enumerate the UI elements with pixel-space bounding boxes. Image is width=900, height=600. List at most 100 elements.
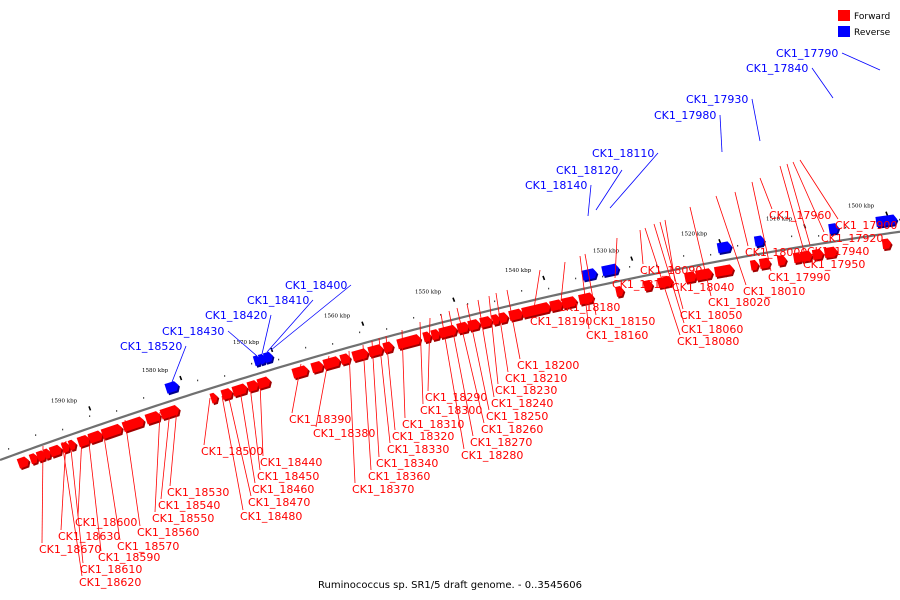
- gene-connector-line: [61, 441, 83, 577]
- reverse-gene-label: CK1_18520: [120, 340, 182, 353]
- minor-tick: [548, 287, 550, 290]
- gene-connector-line: [270, 284, 352, 351]
- minor-tick: [872, 226, 874, 229]
- gene-connector-line: [751, 181, 772, 272]
- reverse-gene: [601, 263, 621, 279]
- kbp-tick-label: 1570 kbp: [233, 340, 260, 346]
- forward-gene-label: CK1_18450: [257, 470, 319, 483]
- gene-connector-line: [160, 409, 171, 500]
- gene-connector-line: [792, 161, 825, 233]
- forward-gene-label: CK1_18000: [745, 246, 807, 259]
- forward-gene: [246, 380, 260, 394]
- forward-gene: [87, 430, 105, 446]
- reverse-gene-label: CK1_18400: [285, 279, 347, 292]
- forward-gene-label: CK1_18630: [58, 530, 120, 543]
- minor-tick: [35, 434, 37, 436]
- forward-gene: [231, 383, 249, 399]
- gene-connector-line: [77, 435, 83, 517]
- forward-gene-label: CK1_18190: [530, 315, 592, 328]
- forward-gene-label: CK1_18240: [491, 397, 553, 410]
- reverse-gene: [753, 235, 766, 249]
- minor-tick: [143, 397, 145, 399]
- kbp-tick-mark: [885, 211, 889, 216]
- kbp-tick-mark: [179, 375, 183, 381]
- reverse-gene-label: CK1_17840: [746, 62, 808, 75]
- gene-connector-line: [362, 344, 372, 471]
- kbp-tick-mark: [452, 297, 456, 302]
- reverse-gene-label: CK1_17980: [654, 109, 716, 122]
- reverse-gene-label: CK1_17930: [686, 93, 748, 106]
- reverse-gene-label: CK1_18140: [525, 179, 587, 192]
- forward-gene-label: CK1_18610: [80, 563, 142, 576]
- gene-connector-line: [532, 269, 541, 316]
- forward-gene: [521, 302, 552, 320]
- minor-tick: [359, 331, 361, 334]
- forward-gene-label: CK1_18040: [672, 281, 734, 294]
- reverse-gene-label: CK1_18420: [205, 309, 267, 322]
- gene-connector-line: [154, 411, 161, 513]
- gene-connector-line: [488, 295, 499, 385]
- forward-gene: [322, 356, 342, 372]
- gene-connector-line: [203, 397, 211, 446]
- legend-reverse-swatch: [838, 26, 850, 37]
- gene-connector-line: [751, 98, 761, 142]
- gene-connector-line: [385, 335, 396, 431]
- gene-connector-line: [786, 163, 811, 246]
- forward-gene: [396, 334, 423, 351]
- reverse-gene: [885, 214, 899, 228]
- forward-gene-label: CK1_17950: [803, 258, 865, 271]
- forward-gene-label: CK1_18310: [402, 418, 464, 431]
- forward-gene: [438, 324, 459, 340]
- kbp-tick-mark: [88, 406, 92, 411]
- forward-gene-label: CK1_18260: [481, 423, 543, 436]
- minor-tick: [575, 277, 577, 280]
- forward-gene: [799, 250, 814, 264]
- gene-connector-line: [348, 350, 356, 484]
- forward-gene: [159, 404, 181, 422]
- forward-gene-label: CK1_18360: [368, 470, 430, 483]
- gene-connector-line: [378, 337, 391, 444]
- kbp-tick-mark: [361, 321, 365, 326]
- gene-connector-line: [261, 314, 272, 355]
- reverse-gene: [716, 241, 733, 256]
- gene-connector-line: [171, 345, 187, 383]
- minor-tick: [8, 448, 10, 450]
- kbp-tick-mark: [542, 275, 546, 281]
- gene-connector-line: [266, 299, 314, 353]
- forward-gene-label: CK1_18080: [677, 335, 739, 348]
- forward-gene-label: CK1_18480: [240, 510, 302, 523]
- gene-connector-line: [495, 292, 509, 373]
- forward-gene-label: CK1_18550: [152, 512, 214, 525]
- gene-connector-line: [664, 219, 676, 282]
- forward-gene-label: CK1_18590: [98, 551, 160, 564]
- forward-gene-label: CK1_18340: [376, 457, 438, 470]
- minor-tick: [602, 275, 604, 278]
- forward-gene: [121, 416, 146, 434]
- gene-connector-line: [653, 223, 685, 324]
- forward-gene: [683, 271, 699, 285]
- gene-label-layer: CK1_17790 CK1_17840 CK1_17930 CK1_17980 CK1_…: [39, 47, 897, 589]
- kbp-tick-label: 1500 kbp: [848, 204, 875, 210]
- minor-tick: [332, 343, 334, 345]
- gene-connector-line: [102, 429, 121, 541]
- forward-gene: [100, 423, 124, 441]
- gene-connector-line: [799, 159, 839, 220]
- legend-reverse-label: Reverse: [854, 28, 891, 38]
- gene-connector-line: [466, 303, 490, 411]
- minor-tick: [467, 303, 469, 305]
- minor-tick: [521, 290, 523, 292]
- gene-connector-line: [584, 253, 597, 316]
- minor-tick: [494, 300, 496, 303]
- genome-axis-line: [0, 230, 900, 462]
- forward-gene: [811, 248, 825, 262]
- kbp-tick-label: 1590 kbp: [51, 398, 78, 404]
- forward-gene: [498, 312, 510, 326]
- minor-tick: [116, 410, 118, 412]
- forward-gene: [209, 392, 220, 406]
- gene-connector-line: [811, 67, 834, 99]
- forward-gene-label: CK1_18600: [75, 516, 137, 529]
- forward-gene-label: CK1_18160: [586, 329, 648, 342]
- forward-gene: [16, 456, 31, 471]
- forward-gene-label: CK1_18460: [252, 483, 314, 496]
- gene-connector-line: [249, 385, 261, 471]
